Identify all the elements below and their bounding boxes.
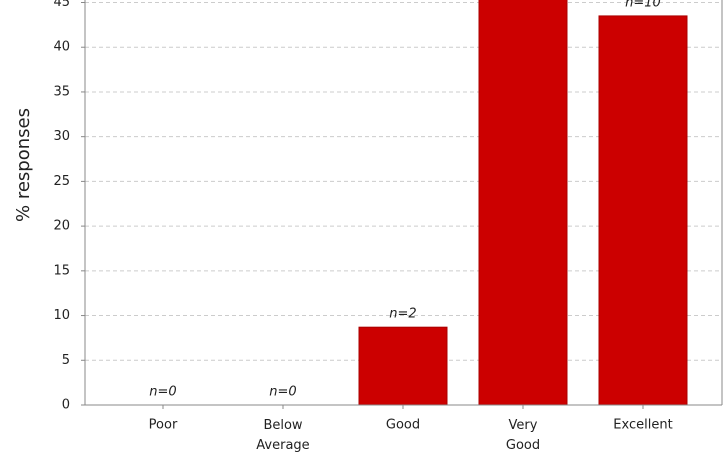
y-tick-label: 5 bbox=[62, 353, 70, 368]
x-tick-label: Below Average bbox=[256, 418, 309, 453]
y-tick-label: 20 bbox=[53, 219, 70, 234]
axes: 0 5 10 15 20 25 30 35 40 45 Poor n=0 Below Average n=0… bbox=[53, 0, 723, 453]
y-tick-label: 25 bbox=[53, 174, 70, 189]
y-tick-label: 35 bbox=[53, 84, 70, 99]
y-tick-label: 15 bbox=[53, 263, 70, 278]
y-tick-label: 40 bbox=[53, 40, 70, 55]
bars bbox=[358, 0, 688, 406]
y-tick-label: 0 bbox=[62, 398, 70, 413]
bar bbox=[478, 0, 568, 406]
x-tick-label: Poor bbox=[149, 418, 178, 433]
y-tick-label: 30 bbox=[53, 129, 70, 144]
x-tick-label: Good bbox=[386, 418, 420, 433]
y-tick-label: 45 bbox=[53, 0, 70, 10]
value-label: n=2 bbox=[389, 307, 416, 322]
x-tick-label: Very Good bbox=[506, 418, 540, 453]
bar bbox=[598, 15, 688, 406]
value-label: n=0 bbox=[269, 385, 296, 400]
bar bbox=[358, 326, 448, 406]
x-tick-label: Excellent bbox=[613, 418, 672, 433]
y-tick-label: 10 bbox=[53, 308, 70, 323]
value-label: n=10 bbox=[625, 0, 661, 10]
value-label: n=0 bbox=[149, 385, 176, 400]
y-axis-title: % responses bbox=[13, 108, 34, 222]
